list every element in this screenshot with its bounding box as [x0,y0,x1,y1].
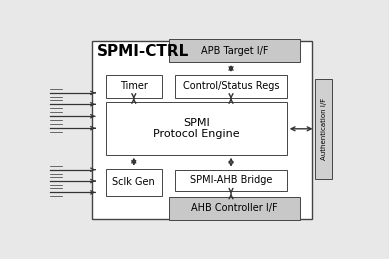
Bar [315,79,332,179]
Bar [92,41,312,219]
Bar [169,39,300,62]
Bar [169,197,300,220]
Text: Control/Status Regs: Control/Status Regs [183,81,279,91]
Text: Authentication I/F: Authentication I/F [321,98,327,160]
Text: SPMI-AHB Bridge: SPMI-AHB Bridge [190,175,272,185]
Bar [175,75,287,98]
Text: AHB Controller I/F: AHB Controller I/F [191,203,278,213]
Text: SPMI
Protocol Engine: SPMI Protocol Engine [153,118,240,139]
Bar [106,75,162,98]
Text: APB Target I/F: APB Target I/F [201,46,268,55]
Text: Sclk Gen: Sclk Gen [112,177,155,187]
Text: SPMI-CTRL: SPMI-CTRL [97,44,189,59]
Bar [106,169,162,196]
Text: Timer: Timer [120,81,148,91]
Bar [175,170,287,191]
Bar [106,102,287,155]
